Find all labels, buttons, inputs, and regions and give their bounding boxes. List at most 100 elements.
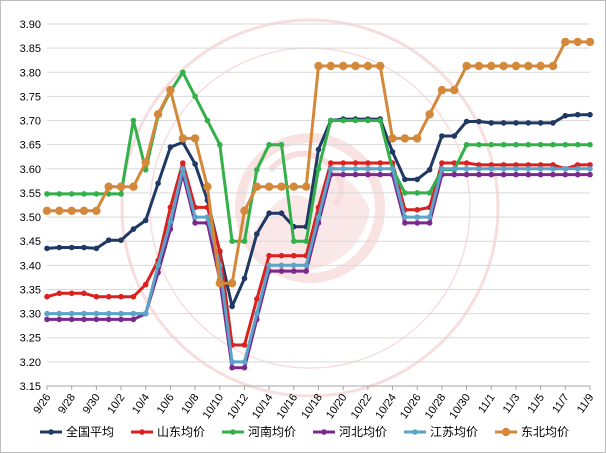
data-point xyxy=(241,359,248,365)
data-point xyxy=(500,166,507,172)
data-point xyxy=(562,141,569,148)
data-point xyxy=(340,160,347,166)
data-point xyxy=(513,166,519,172)
y-tick-label: 3.35 xyxy=(20,284,41,296)
legend-swatch-marker xyxy=(230,429,236,435)
data-point xyxy=(365,160,371,166)
data-point xyxy=(229,238,235,244)
data-point xyxy=(389,166,396,172)
data-point xyxy=(389,149,396,155)
data-point xyxy=(44,293,50,300)
data-point xyxy=(291,262,297,269)
data-point xyxy=(303,238,310,244)
data-point xyxy=(314,61,323,71)
data-point xyxy=(180,69,186,76)
data-point xyxy=(326,61,335,71)
y-tick-label: 3.60 xyxy=(20,164,41,176)
data-point xyxy=(525,162,532,168)
data-point xyxy=(574,162,581,168)
legend-item: 江苏均价 xyxy=(404,425,478,439)
data-point xyxy=(525,120,532,126)
y-tick-label: 3.25 xyxy=(20,333,41,345)
x-tick-label: 11/3 xyxy=(501,392,523,416)
legend-swatch-marker xyxy=(501,427,511,437)
data-point xyxy=(278,141,285,148)
data-point xyxy=(414,190,421,196)
data-point xyxy=(377,117,384,124)
series-layer xyxy=(42,37,595,371)
data-point xyxy=(487,61,496,71)
data-point xyxy=(142,310,149,317)
data-point xyxy=(439,133,445,139)
legend-item: 全国平均 xyxy=(40,424,114,439)
data-point xyxy=(426,214,433,220)
data-point xyxy=(573,37,582,47)
data-point xyxy=(352,117,359,124)
data-point xyxy=(55,206,64,215)
data-point xyxy=(44,191,50,197)
data-point xyxy=(241,342,248,348)
data-point xyxy=(291,268,297,274)
data-point xyxy=(476,141,482,148)
data-point xyxy=(56,290,63,297)
data-point xyxy=(68,244,75,251)
data-point xyxy=(167,144,174,150)
x-tick-label: 9/26 xyxy=(31,392,53,416)
data-point xyxy=(562,112,569,119)
data-point xyxy=(167,204,174,211)
data-point xyxy=(451,133,458,139)
data-point xyxy=(315,146,322,153)
data-point xyxy=(105,310,112,317)
data-point xyxy=(587,141,593,148)
legend-label: 东北均价 xyxy=(521,425,569,439)
data-point xyxy=(550,162,556,168)
legend-item: 河南均价 xyxy=(222,424,296,439)
data-point xyxy=(217,141,223,148)
data-point xyxy=(525,141,532,148)
data-point xyxy=(462,61,471,71)
data-point xyxy=(499,61,508,71)
data-point xyxy=(525,166,532,172)
x-tick-label: 10/16 xyxy=(275,392,301,421)
data-point xyxy=(229,303,235,310)
data-point xyxy=(561,37,570,47)
data-point xyxy=(105,293,112,300)
x-tick-label: 10/28 xyxy=(423,392,449,421)
data-point xyxy=(264,182,274,191)
data-point xyxy=(550,166,556,172)
data-point xyxy=(513,171,519,178)
data-point xyxy=(537,166,544,172)
data-point xyxy=(68,191,75,197)
data-point xyxy=(352,160,359,166)
data-point xyxy=(81,290,87,297)
x-tick-label: 9/28 xyxy=(56,392,78,416)
data-point xyxy=(229,359,235,365)
data-point xyxy=(574,111,581,118)
data-point xyxy=(451,166,458,172)
data-point xyxy=(204,117,211,124)
data-point xyxy=(402,214,408,220)
data-point xyxy=(537,171,544,178)
data-point xyxy=(291,252,297,259)
data-point xyxy=(365,117,371,124)
data-point xyxy=(414,214,421,220)
data-point xyxy=(377,166,384,172)
legend-label: 山东均价 xyxy=(157,425,205,439)
x-tick-label: 10/24 xyxy=(373,392,399,421)
data-point xyxy=(142,281,149,288)
x-tick-label: 10/30 xyxy=(447,392,473,421)
legend-label: 河北均价 xyxy=(339,425,387,439)
y-tick-label: 3.85 xyxy=(20,43,41,55)
data-point xyxy=(166,85,175,95)
data-point xyxy=(513,120,519,126)
data-point xyxy=(414,176,421,183)
data-point xyxy=(524,61,533,71)
data-point xyxy=(93,316,100,323)
data-point xyxy=(116,182,126,191)
data-point xyxy=(142,217,149,224)
data-point xyxy=(130,293,137,300)
data-point xyxy=(291,238,297,244)
data-point xyxy=(587,171,593,178)
data-point xyxy=(68,310,75,317)
data-point xyxy=(266,141,272,148)
